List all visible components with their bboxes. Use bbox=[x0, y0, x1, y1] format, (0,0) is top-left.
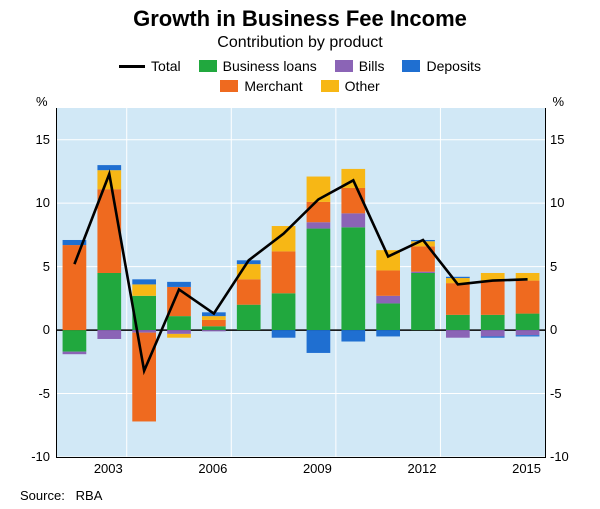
legend-item-merchant: Merchant bbox=[220, 78, 302, 94]
legend-label-bills: Bills bbox=[359, 58, 385, 74]
legend-item-total: Total bbox=[119, 58, 181, 74]
legend-label-other: Other bbox=[345, 78, 380, 94]
legend-item-other: Other bbox=[321, 78, 380, 94]
ytick-right: -10 bbox=[550, 449, 600, 464]
legend-swatch-other bbox=[321, 80, 339, 92]
legend-swatch-bills bbox=[335, 60, 353, 72]
legend-label-deposits: Deposits bbox=[426, 58, 480, 74]
legend-label-merchant: Merchant bbox=[244, 78, 302, 94]
ytick-left: 0 bbox=[0, 322, 50, 337]
legend-swatch-loans bbox=[199, 60, 217, 72]
chart-svg bbox=[57, 108, 545, 457]
ytick-right: -5 bbox=[550, 386, 600, 401]
ytick-left: 15 bbox=[0, 132, 50, 147]
ytick-right: 10 bbox=[550, 195, 600, 210]
ytick-right: 0 bbox=[550, 322, 600, 337]
y-unit-right: % bbox=[552, 94, 564, 109]
ytick-left: -10 bbox=[0, 449, 50, 464]
legend-swatch-merchant bbox=[220, 80, 238, 92]
xtick: 2009 bbox=[292, 461, 342, 476]
chart-title: Growth in Business Fee Income bbox=[0, 6, 600, 32]
y-unit-left: % bbox=[36, 94, 48, 109]
legend-item-loans: Business loans bbox=[199, 58, 317, 74]
ytick-left: 5 bbox=[0, 259, 50, 274]
legend-label-loans: Business loans bbox=[223, 58, 317, 74]
ytick-right: 5 bbox=[550, 259, 600, 274]
legend-item-bills: Bills bbox=[335, 58, 385, 74]
plot-area bbox=[56, 108, 546, 458]
legend-swatch-deposits bbox=[402, 60, 420, 72]
source-line: Source: RBA bbox=[20, 488, 102, 503]
legend-item-deposits: Deposits bbox=[402, 58, 480, 74]
legend: Total Business loans Bills Deposits Merchant… bbox=[0, 58, 600, 94]
ytick-right: 15 bbox=[550, 132, 600, 147]
ytick-left: 10 bbox=[0, 195, 50, 210]
legend-label-total: Total bbox=[151, 58, 181, 74]
legend-swatch-total bbox=[119, 65, 145, 68]
xtick: 2003 bbox=[83, 461, 133, 476]
xtick: 2015 bbox=[502, 461, 552, 476]
chart-subtitle: Contribution by product bbox=[0, 34, 600, 52]
ytick-left: -5 bbox=[0, 386, 50, 401]
xtick: 2012 bbox=[397, 461, 447, 476]
xtick: 2006 bbox=[188, 461, 238, 476]
